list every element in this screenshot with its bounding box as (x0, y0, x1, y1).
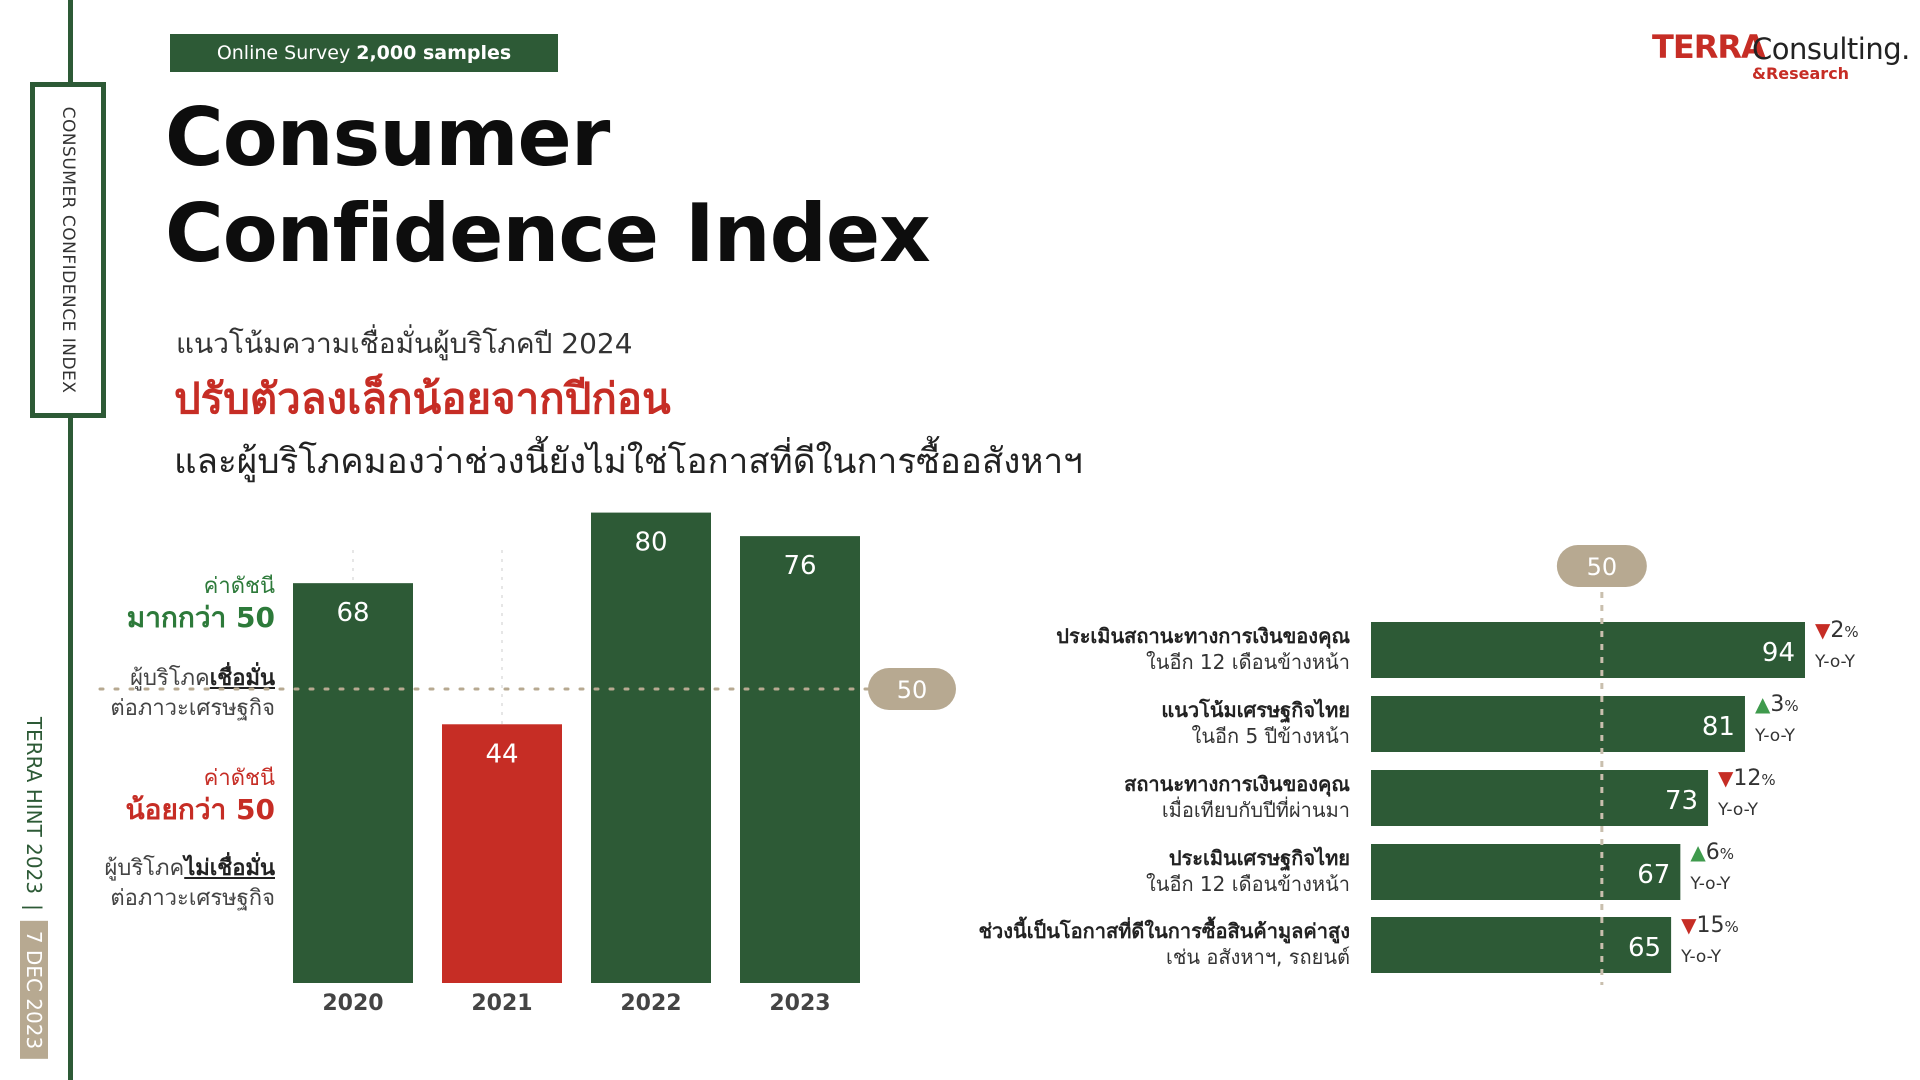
hbar-change-unit: % (1784, 697, 1799, 715)
hbar-change-2: ▲3% (1755, 692, 1799, 717)
bar-value-2022: 80 (634, 528, 667, 558)
x-tick-2022: 2022 (620, 991, 681, 1016)
legend-above-desc-prefix: ผู้บริโภค (130, 666, 210, 691)
bar-value-2023: 76 (783, 551, 816, 581)
hbar-4 (1371, 844, 1681, 900)
hbar-yoy-4: Y-o-Y (1690, 874, 1731, 894)
triangle-up-icon: ▲ (1690, 840, 1706, 864)
triangle-down-icon: ▼ (1718, 766, 1734, 790)
hbar-5 (1371, 917, 1672, 973)
hbar-value-3: 73 (1665, 786, 1698, 816)
hbar-change-4: ▲6% (1690, 840, 1734, 865)
hbar-change-unit: % (1844, 623, 1859, 641)
subtitle-trend: แนวโน้มความเชื่อมั่นผู้บริโภคปี 2024 (176, 327, 633, 360)
hbar-change-unit: % (1761, 771, 1776, 789)
page-title-line2: Confidence Index (165, 187, 931, 280)
hbar-2 (1371, 696, 1745, 752)
x-tick-2020: 2020 (322, 991, 383, 1016)
hbar-reference-pill (1556, 545, 1647, 587)
reference-pill (868, 668, 956, 710)
hbar-change-unit: % (1724, 918, 1739, 936)
hbar-change-5: ▼15% (1681, 913, 1739, 938)
terra-logo: TERRA Consulting. &Research (1652, 28, 1910, 88)
hbar-change-value: 6 (1705, 840, 1720, 865)
legend-below-label: ค่าดัชนี (203, 766, 275, 791)
hbar-change-unit: % (1719, 845, 1734, 863)
survey-tag: Online Survey 2,000 samples (170, 34, 558, 72)
hbar-change-value: 2 (1830, 618, 1845, 643)
logo-terra: TERRA (1652, 28, 1766, 66)
reference-label: 50 (897, 676, 928, 704)
hbar-change-3: ▼12% (1718, 766, 1776, 791)
subtitle-headline: ปรับตัวลงเล็กน้อยจากปีก่อน (174, 374, 671, 423)
page-title: Consumer Confidence Index (165, 90, 931, 282)
hbar-category-4-sub: ในอีก 12 เดือนข้างหน้า (1146, 872, 1350, 896)
rail-line (68, 0, 73, 1080)
hbar-category-2-sub: ในอีก 5 ปีข้างหน้า (1191, 724, 1350, 748)
hbar-value-5: 65 (1628, 933, 1661, 963)
legend-above-desc-line2: ต่อภาวะเศรษฐกิจ (110, 696, 275, 721)
hbar-category-5-sub: เช่น อสังหาฯ, รถยนต์ (1165, 945, 1350, 969)
hbar-change-value: 15 (1696, 913, 1725, 938)
hbar-change-value: 3 (1770, 692, 1785, 717)
bar-value-2021: 44 (485, 739, 518, 769)
rail-title-box: CONSUMER CONFIDENCE INDEX (30, 82, 106, 418)
logo-research: &Research (1752, 64, 1850, 83)
legend-above-value: มากกว่า 50 (126, 601, 275, 634)
hbar-category-2: แนวโน้มเศรษฐกิจไทย (1161, 698, 1350, 722)
hbar-category-5: ช่วงนี้เป็นโอกาสที่ดีในการซื้อสินค้ามูลค… (978, 919, 1350, 943)
hbar-value-2: 81 (1702, 712, 1735, 742)
hbar-reference-label: 50 (1587, 553, 1618, 581)
legend-below-desc-line2: ต่อภาวะเศรษฐกิจ (110, 886, 275, 911)
hbar-category-1-sub: ในอีก 12 เดือนข้างหน้า (1146, 650, 1350, 674)
legend-below-desc-emph: ไม่เชื่อมั่น (184, 856, 275, 881)
bar-2020 (293, 583, 413, 983)
x-tick-2023: 2023 (769, 991, 830, 1016)
triangle-down-icon: ▼ (1681, 913, 1697, 937)
legend-above-label: ค่าดัชนี (203, 574, 275, 599)
legend-above-desc-emph: เชื่อมั่น (209, 666, 275, 691)
bar-2021 (442, 724, 562, 983)
survey-tag-samples: 2,000 samples (356, 42, 512, 64)
hbar-1 (1371, 622, 1805, 678)
legend-below-desc: ผู้บริโภคไม่เชื่อมั่น (105, 850, 276, 885)
subtitle-detail: และผู้บริโภคมองว่าช่วงนี้ยังไม่ใช่โอกาสท… (174, 442, 1083, 482)
survey-tag-text: Online Survey (216, 42, 351, 64)
triangle-down-icon: ▼ (1815, 618, 1831, 642)
hbar-category-1: ประเมินสถานะทางการเงินของคุณ (1056, 624, 1350, 648)
bar-value-2020: 68 (336, 598, 369, 628)
page-title-line1: Consumer (165, 91, 610, 184)
hbar-category-4: ประเมินเศรษฐกิจไทย (1168, 846, 1350, 870)
hbar-value-1: 94 (1762, 638, 1795, 668)
hbar-change-1: ▼2% (1815, 618, 1859, 643)
hbar-yoy-1: Y-o-Y (1815, 652, 1856, 672)
hbar-category-3-sub: เมื่อเทียบกับปีที่ผ่านมา (1161, 798, 1350, 822)
triangle-up-icon: ▲ (1754, 692, 1771, 716)
legend-below-value: น้อยกว่า 50 (125, 793, 275, 826)
x-tick-2021: 2021 (471, 991, 532, 1016)
hbar-3 (1371, 770, 1709, 826)
hbar-value-4: 67 (1637, 860, 1670, 890)
bar-2022 (591, 512, 711, 983)
legend-below-desc-prefix: ผู้บริโภค (104, 856, 185, 881)
bar-2023 (740, 536, 860, 983)
hbar-category-3: สถานะทางการเงินของคุณ (1124, 772, 1350, 796)
logo-consulting: Consulting. (1752, 32, 1910, 66)
legend-above-desc: ผู้บริโภคเชื่อมั่น (130, 660, 275, 695)
hbar-yoy-3: Y-o-Y (1718, 800, 1759, 820)
hbar-change-value: 12 (1733, 766, 1762, 791)
hbar-yoy-5: Y-o-Y (1681, 947, 1722, 967)
hbar-yoy-2: Y-o-Y (1754, 726, 1796, 746)
